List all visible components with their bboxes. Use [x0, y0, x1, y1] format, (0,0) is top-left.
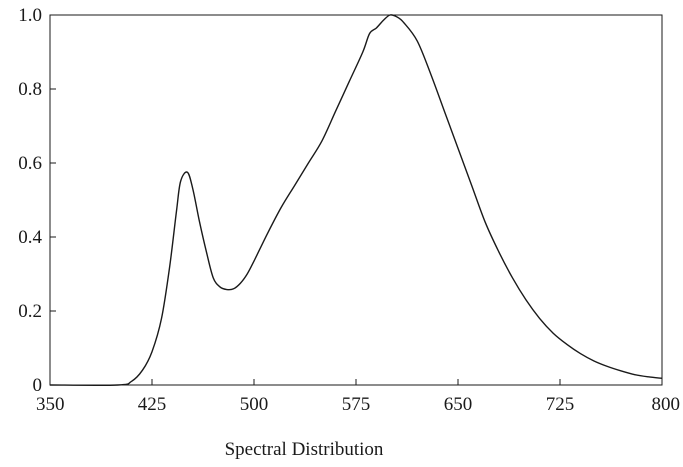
spectrum-line	[49, 14, 663, 386]
y-tick-label: 0	[33, 375, 43, 396]
x-tick-label: 350	[36, 394, 65, 415]
y-tick-label: 1.0	[18, 5, 42, 26]
y-tick-label: 0.2	[18, 301, 42, 322]
y-tick-label: 0.6	[18, 153, 42, 174]
x-tick-label: 800	[652, 394, 681, 415]
x-axis-title: Spectral Distribution	[225, 439, 384, 460]
y-tick-label: 0.8	[18, 79, 42, 100]
x-tick-label: 725	[546, 394, 575, 415]
y-tick-label: 0.4	[18, 227, 42, 248]
x-tick-label: 575	[342, 394, 371, 415]
plot-frame	[49, 14, 663, 386]
x-tick-label: 650	[444, 394, 473, 415]
x-axis-ticks: 350 425 500 575 650 725 800	[36, 379, 680, 415]
x-tick-label: 500	[240, 394, 269, 415]
x-tick-label: 425	[138, 394, 167, 415]
y-axis-ticks: 0 0.2 0.4 0.6 0.8 1.0	[18, 5, 56, 396]
